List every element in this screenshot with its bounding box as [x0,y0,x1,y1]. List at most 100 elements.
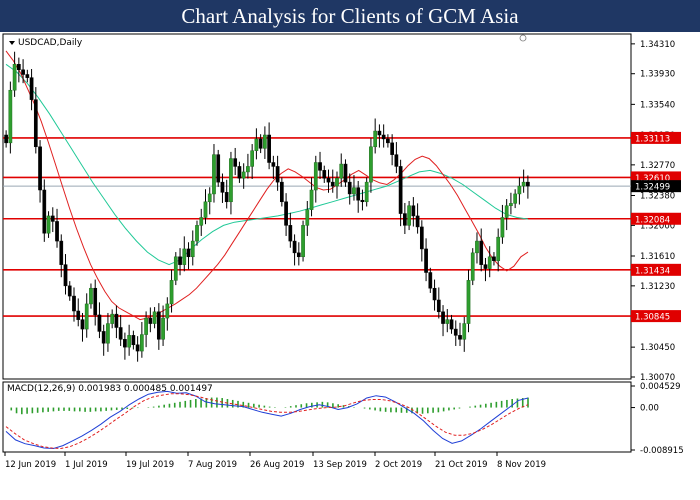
candle [229,151,233,215]
candle [343,159,348,187]
candle [356,180,361,213]
candle [50,207,55,233]
candle [284,193,288,236]
candle [169,269,174,313]
candle [55,208,59,248]
current-price-label: 1.32499 [635,183,670,193]
x-tick-label: 21 Oct 2019 [435,460,488,470]
candle [12,51,17,97]
y-tick-label: 1.33540 [640,100,675,110]
candle [246,153,250,179]
candle [335,171,339,199]
level-tag [631,310,681,323]
macd-tick-label: 0.00 [640,404,659,414]
level-tag [631,131,681,144]
candle [46,211,51,238]
candle [93,279,98,326]
candle [441,305,445,337]
candle [305,201,310,236]
level-tag-label: 1.30845 [635,313,670,323]
candle [339,153,344,187]
candle [135,336,140,362]
y-tick-label: 1.32770 [640,161,675,171]
candle [29,69,34,111]
candle [101,324,106,356]
candle [513,189,518,209]
level-tag-label: 1.31434 [635,266,670,276]
candle [326,169,331,193]
y-tick-label: 1.30070 [640,373,675,383]
chevron-down-icon[interactable] [9,41,15,45]
candle [148,307,153,333]
x-tick-label: 13 Sep 2019 [313,460,367,470]
level-tag-label: 1.33113 [635,134,670,144]
candle [123,332,127,360]
candle [428,267,433,293]
candle [21,59,25,84]
candle [483,257,488,282]
collapse-icon[interactable] [519,34,527,42]
candle [80,312,85,342]
candle [220,173,225,203]
level-tag-label: 1.32610 [635,174,670,184]
candle [114,305,119,339]
candle [309,177,314,217]
candle [403,202,407,234]
candle [504,199,509,231]
candle [517,177,522,205]
candle [479,228,484,272]
candle [233,147,238,176]
candle [140,322,144,358]
x-tick-label: 19 Jul 2019 [126,460,174,470]
candle [521,169,526,193]
candle [453,320,458,346]
candle [203,189,208,225]
candle [4,130,8,148]
y-tick-label: 1.31230 [640,282,675,292]
fast-moving-average [5,50,529,321]
candle [89,283,93,309]
candle [267,122,271,170]
macd-tick-label: -0.008915 [640,446,684,456]
candle [445,309,450,333]
candle [152,307,157,329]
candle [178,248,182,276]
candle [360,189,365,211]
page-title: Chart Analysis for Clients of GCM Asia [0,0,700,32]
candle [377,124,382,148]
candle [296,242,301,266]
candle [237,161,242,183]
candle [254,128,259,160]
candle [25,69,30,83]
y-tick-label: 1.32380 [640,192,675,202]
candle [186,242,191,270]
candle [419,220,424,262]
candle [279,177,284,207]
candle [458,322,462,346]
x-tick-label: 7 Aug 2019 [188,460,237,470]
candle [432,279,437,311]
candle [313,155,318,203]
candle [97,302,102,339]
candle [288,212,293,248]
x-tick-label: 2 Oct 2019 [375,460,422,470]
candle [475,232,479,264]
candle [127,324,131,356]
candle [67,281,72,301]
candle [500,204,505,244]
candle [144,311,148,348]
slow-moving-average [5,63,529,266]
macd-line [5,390,529,450]
y-tick-label: 1.33930 [640,70,675,80]
y-tick-label: 1.32000 [640,221,675,231]
candle [526,175,530,199]
candle [364,177,369,207]
candle [8,81,13,154]
candle [38,140,42,203]
candle [487,246,492,278]
level-tag [631,212,681,225]
candle [449,314,454,334]
candle [509,192,513,215]
candle [207,187,212,215]
candle [318,151,322,179]
